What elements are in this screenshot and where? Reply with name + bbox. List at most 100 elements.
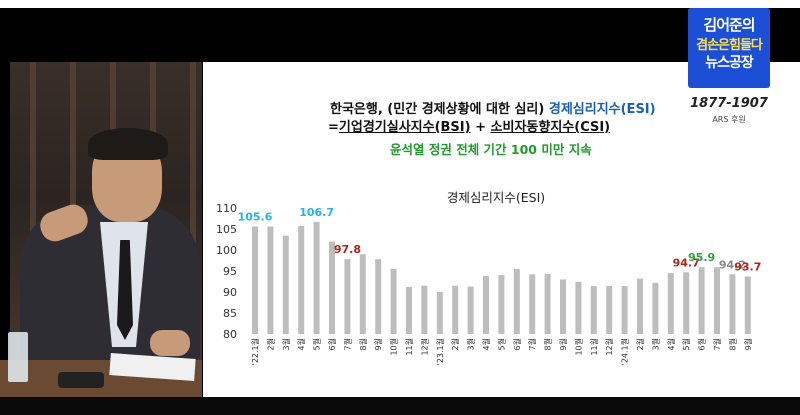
bar (467, 286, 474, 334)
x-tick-label: 8월 (358, 338, 368, 350)
x-tick-label: 3월 (650, 338, 660, 350)
x-tick-label: 2월 (265, 338, 275, 350)
bar (683, 272, 690, 334)
bar (590, 286, 597, 334)
bar (637, 278, 643, 334)
bar (606, 286, 613, 334)
x-tick-label: 5월 (496, 338, 506, 350)
bar (575, 281, 582, 334)
logo-line-1: 김어준의 (703, 16, 755, 34)
x-tick-label: 2월 (450, 338, 460, 350)
y-tick-label: 90 (223, 286, 237, 299)
water-cup (8, 332, 28, 382)
x-tick-label: 3월 (466, 338, 476, 350)
x-tick-label: 2월 (635, 338, 645, 350)
bar (329, 241, 335, 334)
x-tick-label: 7월 (527, 338, 537, 350)
esi-bar-chart: 경제심리지수(ESI) 80 85 90 95 100 105 110 '22.1월 2월 3월… (216, 190, 762, 365)
bar (282, 235, 289, 334)
x-tick-label: 8월 (727, 338, 737, 350)
bar (313, 221, 320, 334)
x-tick-label: 9월 (373, 338, 383, 350)
x-tick-label: 4월 (666, 338, 676, 350)
x-tick-label: 11월 (589, 338, 599, 356)
y-tick-label: 110 (216, 202, 237, 215)
data-label: 95.9 (688, 251, 715, 264)
bar (375, 259, 382, 334)
bar (698, 267, 705, 334)
formula-plus: + (470, 120, 491, 135)
data-label: 94.2 (719, 258, 746, 271)
x-tick-label: 11월 (404, 338, 414, 356)
x-tick-label: 7월 (712, 338, 722, 350)
x-tick-label: 3월 (281, 338, 291, 350)
remote-device (58, 372, 104, 388)
presenter-hair (88, 128, 168, 160)
bottom-band (0, 397, 800, 415)
presenter-hand-2 (150, 330, 190, 356)
y-tick-label: 105 (216, 223, 237, 236)
x-tick-label: '23.1월 (435, 338, 445, 365)
logo-line-3: 뉴스공장 (705, 55, 754, 71)
bar (513, 268, 520, 334)
x-tick-label: 4월 (481, 338, 491, 350)
wall-slat (190, 62, 196, 397)
bar (267, 226, 274, 334)
bar (252, 226, 258, 334)
y-tick-label: 100 (216, 244, 237, 257)
x-tick-label: 10월 (389, 338, 399, 356)
x-tick-label: 9월 (743, 338, 753, 350)
x-tick-label: '24.1월 (620, 338, 630, 365)
x-tick-label: 7월 (342, 338, 352, 350)
bar (390, 268, 397, 334)
x-tick-label: 5월 (312, 338, 322, 350)
formula-eq: = (328, 120, 339, 135)
bar (729, 274, 736, 334)
x-tick-label: 10월 (573, 338, 583, 356)
slide-subtitle: 윤석열 정권 전체 기간 100 미만 지속 (390, 142, 592, 157)
bar (667, 273, 674, 334)
y-tick-label: 85 (223, 307, 237, 320)
bar (498, 275, 505, 334)
x-tick-label: 8월 (543, 338, 553, 350)
bar (452, 285, 459, 334)
formula-csi: 소비자동향지수(CSI) (490, 120, 611, 135)
presenter-tie (117, 240, 133, 340)
x-tick-label: 9월 (558, 338, 568, 350)
chart-title: 경제심리지수(ESI) (447, 190, 545, 205)
bar (714, 267, 720, 334)
bar (744, 276, 751, 334)
formula-bsi: 기업경기실사지수(BSI) (338, 120, 471, 135)
logo-line-2: 겸손은힘들다 (696, 38, 763, 53)
bar (652, 282, 659, 334)
bars (252, 221, 751, 334)
title-esi: 경제심리지수(ESI) (548, 102, 656, 117)
x-tick-label: 12월 (419, 338, 429, 356)
bar (436, 292, 443, 334)
title-prefix: 한국은행, (민간 경제상황에 대한 심리) (330, 102, 549, 117)
x-tick-label: 6월 (512, 338, 522, 350)
x-tick-label: '22.1월 (250, 338, 260, 365)
slide-formula: =기업경기실사지수(BSI) + 소비자동향지수(CSI) (328, 116, 610, 135)
bar (421, 285, 428, 334)
x-tick-label: 5월 (681, 338, 691, 350)
x-tick-label: 4월 (296, 338, 306, 350)
bar (621, 286, 628, 334)
slide-title: 한국은행, (민간 경제상황에 대한 심리) 경제심리지수(ESI) (330, 98, 656, 117)
y-axis: 80 85 90 95 100 105 110 (216, 202, 237, 341)
bar (560, 279, 566, 334)
x-tick-label: 12월 (604, 338, 614, 356)
x-tick-label: 6월 (327, 338, 337, 350)
data-label: 105.6 (238, 210, 273, 223)
data-labels: 105.6 106.7 97.8 94.795.9 94.293.7 (238, 206, 762, 274)
data-label: 106.7 (299, 206, 334, 219)
bar (544, 273, 551, 334)
bar (298, 226, 305, 334)
data-label: 97.8 (334, 243, 361, 256)
data-label: 93.7 (734, 260, 761, 273)
donation-phone: 1877-1907 (690, 96, 768, 111)
bar (406, 286, 412, 334)
bar (344, 259, 351, 334)
y-tick-label: 95 (223, 265, 237, 278)
